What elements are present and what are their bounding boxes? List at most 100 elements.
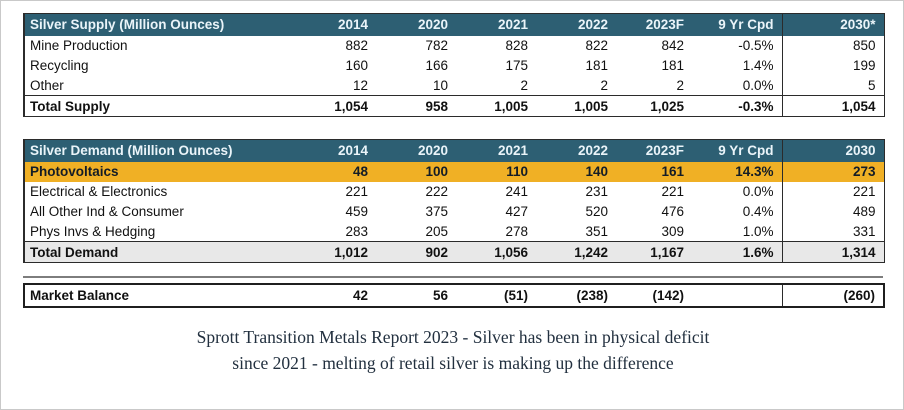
cell-value: 828 [505, 38, 528, 53]
cell-value: 2 [600, 77, 608, 93]
table-row-market-balance: Market Balance 42 56 (51) (238) (142) (2… [24, 284, 884, 307]
cell-value: 273 [781, 161, 884, 182]
supply-col-header-2021: 2021 [456, 13, 536, 36]
table-row-electrical-electronics: Electrical & Electronics 221 222 241 231… [24, 181, 884, 202]
cell-value: 140 [536, 161, 616, 182]
figure-caption: Sprott Transition Metals Report 2023 - S… [23, 324, 883, 376]
cell-value: (238) [576, 288, 608, 303]
supply-table-title: Silver Supply (Million Ounces) [24, 13, 296, 36]
row-label: Recycling [30, 58, 89, 73]
cell-value: 842 [661, 38, 684, 53]
cell-value: 48 [296, 161, 376, 182]
supply-col-header-2023f: 2023F [616, 13, 692, 36]
cell-value: 175 [505, 58, 528, 73]
row-label: Other [30, 77, 64, 93]
cell-value: 0.0% [742, 77, 774, 93]
cell-value: 14.3% [692, 161, 782, 182]
cell-value: 199 [781, 55, 884, 76]
cell-value: 331 [781, 221, 884, 242]
cell-value: 1,054 [781, 95, 884, 117]
supply-header-row: Silver Supply (Million Ounces) 2014 2020… [24, 13, 884, 36]
cell-value: 1,054 [296, 95, 376, 117]
cell-value: 12 [352, 77, 368, 93]
supply-col-header-2014: 2014 [296, 13, 376, 36]
cell-value: 1,005 [456, 95, 536, 117]
row-label: Mine Production [30, 38, 128, 53]
supply-col-header-2030: 2030* [781, 13, 884, 36]
cell-value: 1.6% [692, 241, 782, 263]
cell-value: 0.0% [742, 184, 774, 199]
row-label: All Other Ind & Consumer [30, 204, 184, 219]
cell-value: 375 [425, 204, 448, 219]
cell-value: 1,025 [616, 95, 692, 117]
table-row-other: Other 12 10 2 2 2 0.0% 5 [24, 75, 884, 96]
cell-value: 160 [345, 58, 368, 73]
cell-value: 850 [781, 35, 884, 56]
cell-value: 181 [661, 58, 684, 73]
caption-line-2: since 2021 - melting of retail silver is… [232, 353, 674, 373]
cell-value [692, 284, 782, 307]
silver-supply-table: Silver Supply (Million Ounces) 2014 2020… [23, 13, 885, 117]
cell-value: 166 [425, 58, 448, 73]
row-label: Electrical & Electronics [30, 184, 168, 199]
supply-col-header-2020: 2020 [376, 13, 456, 36]
table-row-mine-production: Mine Production 882 782 828 822 842 -0.5… [24, 35, 884, 56]
cell-value: 161 [616, 161, 692, 182]
supply-col-header-2022: 2022 [536, 13, 616, 36]
row-label: Total Supply [24, 95, 296, 117]
demand-col-header-2021: 2021 [456, 139, 536, 162]
cell-value: 2 [520, 77, 528, 93]
cell-value: 222 [425, 184, 448, 199]
cell-value: 241 [505, 184, 528, 199]
cell-value: 1.0% [742, 223, 774, 239]
cell-value: -0.3% [692, 95, 782, 117]
caption-line-1: Sprott Transition Metals Report 2023 - S… [196, 327, 710, 347]
cell-value: 489 [781, 201, 884, 222]
cell-value: 1,242 [536, 241, 616, 263]
cell-value: 822 [585, 38, 608, 53]
cell-value: 1,056 [456, 241, 536, 263]
cell-value: 1,005 [536, 95, 616, 117]
cell-value: 958 [376, 95, 456, 117]
cell-value: 427 [505, 204, 528, 219]
cell-value: (142) [652, 288, 684, 303]
row-label: Market Balance [30, 288, 130, 303]
cell-value: 2 [676, 77, 684, 93]
demand-col-header-2022: 2022 [536, 139, 616, 162]
demand-col-header-2020: 2020 [376, 139, 456, 162]
row-label: Total Demand [24, 241, 296, 263]
table-row-phys-invs-hedging: Phys Invs & Hedging 283 205 278 351 309 … [24, 221, 884, 242]
cell-value: 0.4% [742, 204, 774, 219]
table-row-all-other-ind-consumer: All Other Ind & Consumer 459 375 427 520… [24, 201, 884, 222]
cell-value: 110 [456, 161, 536, 182]
silver-supply-section: Silver Supply (Million Ounces) 2014 2020… [23, 13, 885, 117]
demand-col-header-2023f: 2023F [616, 139, 692, 162]
table-row-total-demand: Total Demand 1,012 902 1,056 1,242 1,167… [24, 241, 884, 263]
silver-demand-section: Silver Demand (Million Ounces) 2014 2020… [23, 139, 885, 263]
demand-header-row: Silver Demand (Million Ounces) 2014 2020… [24, 139, 884, 162]
cell-value: 56 [432, 288, 448, 303]
cell-value: 205 [425, 223, 448, 239]
cell-value: 476 [661, 204, 684, 219]
row-label: Photovoltaics [24, 161, 296, 182]
cell-value: 782 [425, 38, 448, 53]
cell-value: 221 [345, 184, 368, 199]
cell-value: 459 [345, 204, 368, 219]
cell-value: 221 [661, 184, 684, 199]
cell-value: 1,314 [781, 241, 884, 263]
table-row-photovoltaics-highlighted: Photovoltaics 48 100 110 140 161 14.3% 2… [24, 161, 884, 182]
cell-value: 42 [352, 288, 368, 303]
cell-value: 1,012 [296, 241, 376, 263]
cell-value: 283 [345, 223, 368, 239]
cell-value: 351 [585, 223, 608, 239]
cell-value: 10 [432, 77, 448, 93]
table-row-total-supply: Total Supply 1,054 958 1,005 1,005 1,025… [24, 95, 884, 117]
cell-value: 100 [376, 161, 456, 182]
cell-value: 181 [585, 58, 608, 73]
cell-value: (260) [781, 284, 884, 307]
row-label: Phys Invs & Hedging [30, 223, 156, 239]
supply-col-header-9yr-cpd: 9 Yr Cpd [692, 13, 782, 36]
silver-demand-table: Silver Demand (Million Ounces) 2014 2020… [23, 139, 885, 263]
cell-value: 221 [781, 181, 884, 202]
